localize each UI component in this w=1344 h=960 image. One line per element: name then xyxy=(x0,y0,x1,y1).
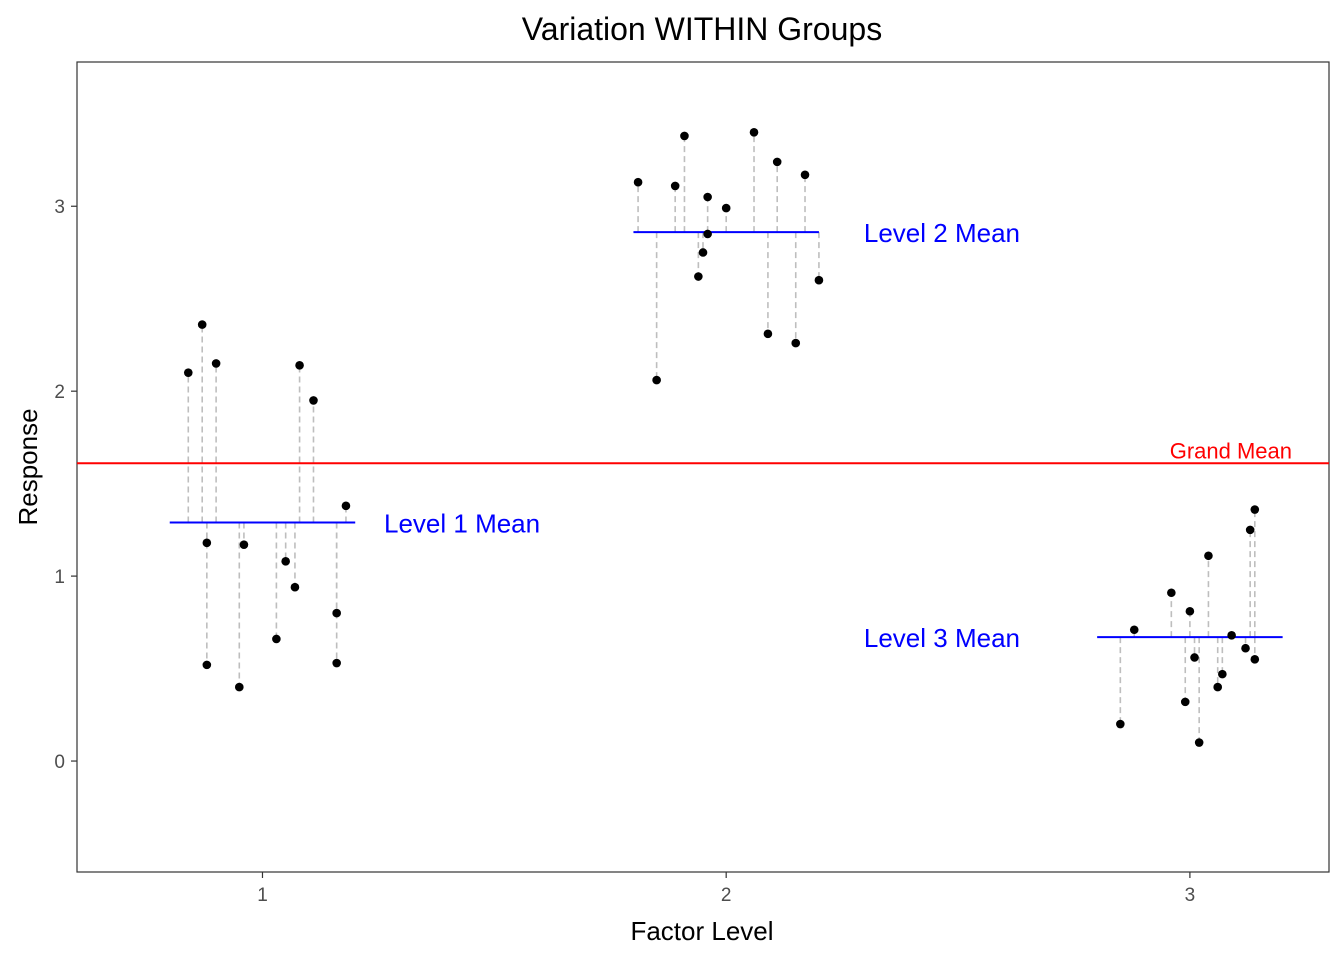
mean-lines xyxy=(77,231,1329,639)
data-point-2-1 xyxy=(633,177,643,187)
data-point-2-14 xyxy=(800,170,810,180)
data-point-3-14 xyxy=(1250,505,1260,514)
y-tick-label-1: 1 xyxy=(54,567,65,588)
data-point-2-10 xyxy=(749,127,759,137)
data-point-2-8 xyxy=(703,229,712,239)
data-point-3-2 xyxy=(1129,625,1139,635)
data-point-1-1 xyxy=(183,368,193,377)
data-point-3-5 xyxy=(1185,606,1195,616)
data-point-1-11 xyxy=(295,360,304,370)
plot-panel xyxy=(76,61,1330,873)
group-mean-label-3: Level 3 Mean xyxy=(864,623,1020,653)
data-point-1-4 xyxy=(202,538,212,548)
chart-title: Variation WITHIN Groups xyxy=(522,11,882,47)
group-mean-label-1: Level 1 Mean xyxy=(384,508,540,538)
data-point-1-2 xyxy=(197,320,207,329)
data-point-2-13 xyxy=(791,338,801,348)
group-mean-label-2: Level 2 Mean xyxy=(864,218,1020,248)
data-point-2-3 xyxy=(670,181,680,191)
data-point-3-11 xyxy=(1227,630,1236,640)
data-point-3-13 xyxy=(1245,525,1255,535)
axes: 1 2 3 0 1 2 3 xyxy=(54,197,1195,906)
panel-border xyxy=(76,61,1330,873)
data-point-2-15 xyxy=(814,275,824,285)
data-point-1-15 xyxy=(341,501,351,511)
x-axis-title: Factor Level xyxy=(630,916,773,946)
data-point-1-12 xyxy=(309,396,318,405)
data-point-3-6 xyxy=(1190,653,1199,662)
data-point-2-11 xyxy=(763,329,773,339)
data-point-1-8 xyxy=(272,634,281,644)
data-point-2-9 xyxy=(721,203,731,213)
y-axis-title: Response xyxy=(13,408,43,525)
data-point-1-3 xyxy=(202,660,212,670)
y-tick-label-2: 2 xyxy=(54,382,65,403)
data-point-2-5 xyxy=(694,272,703,281)
y-tick-label-3: 3 xyxy=(54,197,65,218)
data-point-1-9 xyxy=(281,557,290,566)
grand-mean-label: Grand Mean xyxy=(1170,438,1292,463)
data-point-1-13 xyxy=(332,658,341,668)
data-point-1-5 xyxy=(211,359,221,368)
data-point-2-2 xyxy=(652,375,661,385)
annotations: Grand Mean Level 1 Mean Level 2 Mean Level … xyxy=(384,218,1292,653)
data-point-3-9 xyxy=(1213,682,1223,692)
x-tick-label-2: 2 xyxy=(721,885,732,906)
data-point-1-14 xyxy=(332,608,341,618)
data-point-3-10 xyxy=(1218,669,1227,679)
data-point-1-10 xyxy=(290,582,300,592)
data-point-3-12 xyxy=(1241,643,1250,653)
data-point-1-7 xyxy=(239,540,249,549)
data-point-3-3 xyxy=(1167,588,1176,598)
x-tick-label-3: 3 xyxy=(1185,885,1196,906)
data-point-3-4 xyxy=(1180,697,1190,707)
data-point-3-8 xyxy=(1204,551,1213,561)
data-point-2-7 xyxy=(703,192,712,202)
data-point-2-4 xyxy=(680,131,689,141)
y-tick-label-0: 0 xyxy=(54,752,65,773)
x-tick-label-1: 1 xyxy=(257,885,268,906)
residual-lines xyxy=(187,132,1256,743)
data-point-3-7 xyxy=(1194,738,1204,747)
data-point-1-6 xyxy=(234,682,244,692)
data-points xyxy=(183,127,1260,747)
data-point-3-1 xyxy=(1116,719,1125,729)
data-point-2-6 xyxy=(698,248,708,257)
data-point-2-12 xyxy=(772,157,782,167)
data-point-3-15 xyxy=(1250,655,1260,664)
